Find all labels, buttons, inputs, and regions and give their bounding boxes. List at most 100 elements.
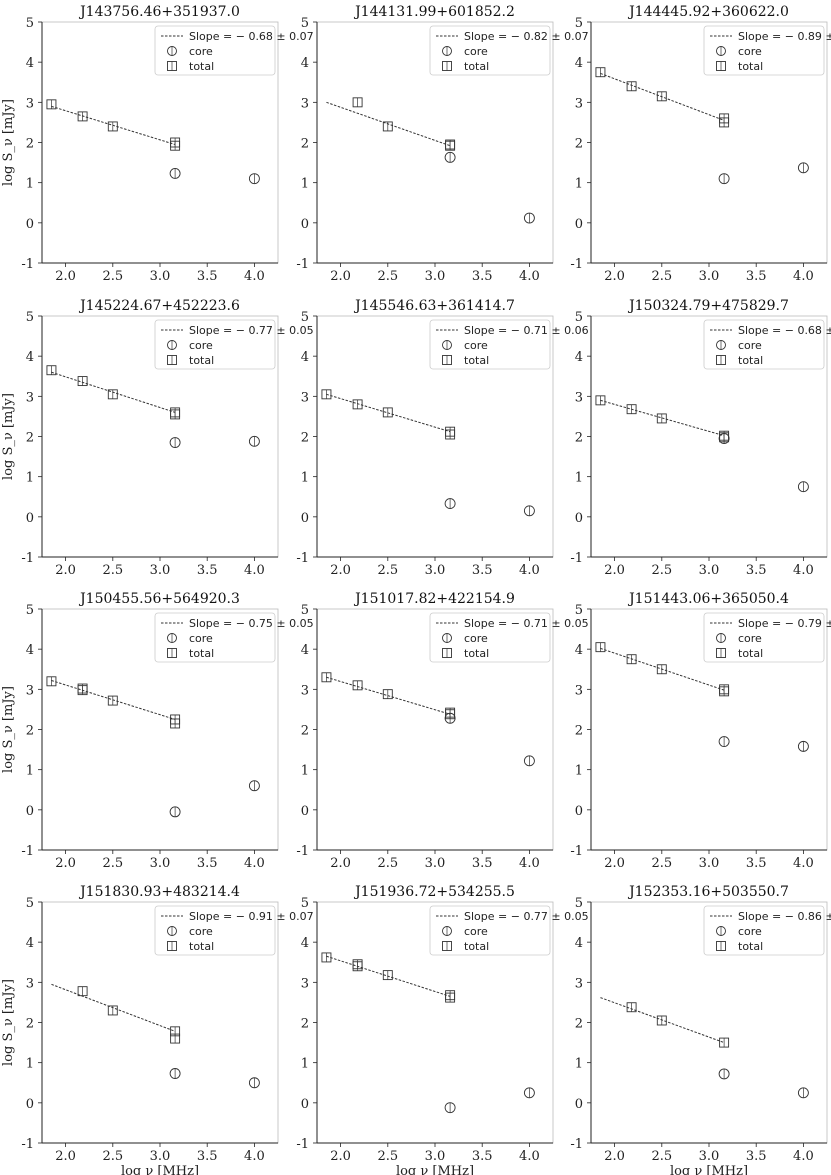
total-marker [656,91,667,102]
legend-box [429,25,551,76]
y-tick-label: 5 [575,603,583,618]
y-tick-label: 3 [575,390,583,405]
y-tick-label: 1 [575,764,583,779]
x-tick-label: 3.0 [699,1149,720,1164]
y-tick-label: 4 [26,350,34,365]
total-marker [382,121,393,132]
x-tick-label: 2.0 [330,563,351,578]
y-tick-label: -1 [21,1137,34,1152]
legend-box [703,905,825,956]
core-marker [248,173,260,185]
y-tick-label: 5 [575,310,583,325]
fit-line [51,680,176,720]
x-tick-label: 2.5 [102,269,123,284]
panel-title: J145224.67+452223.6 [78,298,240,314]
x-tick-label: 3.5 [197,563,218,578]
y-tick-label: 3 [301,390,309,405]
total-marker [626,654,637,665]
y-tick-label: 3 [26,683,34,698]
x-tick-label: 2.0 [604,856,625,871]
panel-title: J152353.16+503550.7 [627,884,789,900]
y-tick-label: -1 [296,1137,309,1152]
legend-total-icon [716,648,726,658]
y-tick-label: 4 [26,643,34,658]
legend-total-label: total [464,60,489,73]
legend-core-label: core [189,339,213,352]
total-marker [77,376,88,387]
legend: Slope = − 0.77 ± 0.05 core total [429,905,589,956]
x-tick-label: 3.5 [197,856,218,871]
x-tick-label: 2.0 [55,1149,76,1164]
legend: Slope = − 0.82 ± 0.07 core total [429,25,589,76]
fit-line [326,955,451,997]
x-tick-label: 3.5 [197,269,218,284]
x-tick-label: 2.5 [377,856,398,871]
legend-core-label: core [464,632,488,645]
total-marker [321,952,332,963]
x-tick-label: 3.0 [425,563,446,578]
y-tick-label: 1 [575,471,583,486]
total-marker [77,986,88,997]
y-tick-label: 0 [26,511,34,526]
x-tick-label: 3.0 [425,269,446,284]
y-tick-label: 1 [575,177,583,192]
total-marker [107,1005,118,1016]
legend-core-icon [167,46,177,56]
core-marker [248,435,260,447]
panel-title: J150324.79+475829.7 [627,298,789,314]
x-tick-label: 3.5 [746,1149,767,1164]
y-tick-label: 0 [575,217,583,232]
total-marker [595,395,606,406]
total-marker [382,970,393,981]
legend-box [703,612,825,663]
x-tick-label: 2.5 [651,856,672,871]
fit-line [600,72,725,121]
total-marker [77,685,88,696]
legend-total-label: total [464,647,489,660]
y-tick-label: 0 [301,217,309,232]
core-marker [523,1087,535,1099]
y-tick-label: 2 [301,137,309,152]
y-tick-label: 0 [301,1097,309,1112]
x-tick-label: 2.5 [651,1149,672,1164]
legend-total-icon [167,941,177,951]
legend-total-label: total [189,60,214,73]
fit-line [600,997,725,1044]
legend-core-icon [442,340,452,350]
legend-core-label: core [738,339,762,352]
panel-8: J151017.82+422154.9 2.0 2.5 3.0 3.5 4.0 -1 0 1 2 3… [296,591,588,871]
core-marker [523,212,535,224]
total-marker [321,672,332,683]
legend-total-label: total [738,60,763,73]
x-tick-label: 2.0 [55,563,76,578]
y-tick-label: 4 [301,643,309,658]
legend-slope-label: Slope = − 0.75 ± 0.05 [189,617,314,630]
total-marker [445,992,456,1003]
y-axis-label: log S_ν [mJy] [1,686,16,773]
x-tick-label: 4.0 [519,269,540,284]
fit-line [51,371,176,413]
y-tick-label: 1 [26,177,34,192]
panel-title: J151017.82+422154.9 [353,591,515,607]
y-tick-label: 5 [575,16,583,31]
x-tick-label: 2.0 [604,1149,625,1164]
legend-core-icon [442,926,452,936]
y-tick-label: 1 [301,177,309,192]
total-marker [626,404,637,415]
y-tick-label: 4 [575,56,583,71]
x-tick-label: 4.0 [793,563,814,578]
x-tick-label: 2.5 [102,1149,123,1164]
total-marker [382,407,393,418]
core-marker [718,1068,730,1080]
x-tick-label: 4.0 [793,269,814,284]
y-tick-label: 1 [26,764,34,779]
y-tick-label: 2 [26,137,34,152]
y-tick-label: -1 [296,257,309,272]
legend: Slope = − 0.71 ± 0.06 core total [429,319,589,370]
legend-total-label: total [738,354,763,367]
x-axis-label: log ν [MHz] [121,1164,199,1175]
total-marker [719,117,730,128]
total-marker [445,429,456,440]
y-tick-label: 2 [301,431,309,446]
legend-core-icon [716,926,726,936]
